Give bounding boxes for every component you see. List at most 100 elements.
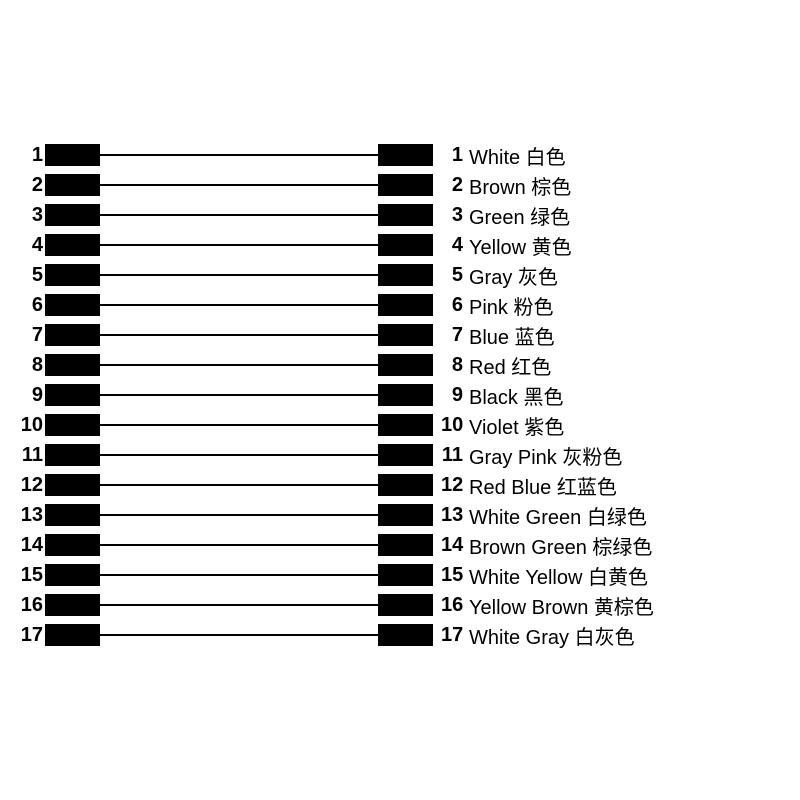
wire-color-label: White Gray 白灰色 — [463, 621, 635, 650]
wire-line — [100, 304, 378, 306]
wire-color-label: Gray 灰色 — [463, 261, 558, 290]
wire-line — [100, 214, 378, 216]
wire-line — [100, 364, 378, 366]
pin-number-left: 6 — [15, 294, 45, 317]
wire-color-label: Red 红色 — [463, 351, 551, 380]
pin-number-right: 10 — [433, 414, 463, 437]
terminal-left — [45, 474, 100, 496]
wire-color-label: Pink 粉色 — [463, 291, 553, 320]
pin-number-right: 6 — [433, 294, 463, 317]
wire-row: 77Blue 蓝色 — [15, 320, 785, 350]
pin-number-right: 1 — [433, 144, 463, 167]
wire-line — [100, 634, 378, 636]
terminal-left — [45, 234, 100, 256]
pin-number-left: 11 — [15, 444, 45, 467]
pin-number-left: 9 — [15, 384, 45, 407]
wire-color-label: Brown Green 棕绿色 — [463, 531, 652, 560]
wire-color-label: Blue 蓝色 — [463, 321, 555, 350]
pin-number-right: 5 — [433, 264, 463, 287]
pin-number-left: 7 — [15, 324, 45, 347]
terminal-left — [45, 144, 100, 166]
terminal-right — [378, 294, 433, 316]
pin-number-right: 8 — [433, 354, 463, 377]
pin-number-left: 14 — [15, 534, 45, 557]
pin-number-right: 14 — [433, 534, 463, 557]
wire-row: 1717White Gray 白灰色 — [15, 620, 785, 650]
terminal-right — [378, 384, 433, 406]
terminal-right — [378, 444, 433, 466]
terminal-right — [378, 144, 433, 166]
pin-number-left: 2 — [15, 174, 45, 197]
terminal-right — [378, 204, 433, 226]
terminal-right — [378, 174, 433, 196]
pin-number-left: 8 — [15, 354, 45, 377]
pin-number-right: 12 — [433, 474, 463, 497]
wire-line — [100, 484, 378, 486]
wire-row: 44Yellow 黄色 — [15, 230, 785, 260]
pin-number-right: 2 — [433, 174, 463, 197]
terminal-left — [45, 414, 100, 436]
wire-row: 99Black 黑色 — [15, 380, 785, 410]
wire-row: 1010Violet 紫色 — [15, 410, 785, 440]
wire-color-label: Green 绿色 — [463, 201, 570, 230]
pin-number-right: 13 — [433, 504, 463, 527]
terminal-right — [378, 624, 433, 646]
terminal-right — [378, 594, 433, 616]
wire-color-label: Red Blue 红蓝色 — [463, 471, 617, 500]
pin-number-right: 17 — [433, 624, 463, 647]
wire-row: 66Pink 粉色 — [15, 290, 785, 320]
pin-number-right: 9 — [433, 384, 463, 407]
pin-number-left: 15 — [15, 564, 45, 587]
wire-row: 1414Brown Green 棕绿色 — [15, 530, 785, 560]
wire-row: 1111Gray Pink 灰粉色 — [15, 440, 785, 470]
wire-color-label: Gray Pink 灰粉色 — [463, 441, 622, 470]
terminal-right — [378, 354, 433, 376]
wire-row: 1313White Green 白绿色 — [15, 500, 785, 530]
wire-line — [100, 544, 378, 546]
wire-line — [100, 334, 378, 336]
pin-number-right: 15 — [433, 564, 463, 587]
terminal-right — [378, 234, 433, 256]
pin-number-left: 13 — [15, 504, 45, 527]
wire-line — [100, 574, 378, 576]
terminal-left — [45, 594, 100, 616]
wire-row: 22Brown 棕色 — [15, 170, 785, 200]
terminal-left — [45, 504, 100, 526]
pin-number-left: 10 — [15, 414, 45, 437]
terminal-right — [378, 414, 433, 436]
pin-number-left: 1 — [15, 144, 45, 167]
pin-number-right: 11 — [433, 444, 463, 467]
terminal-left — [45, 384, 100, 406]
terminal-left — [45, 204, 100, 226]
wire-color-label: Brown 棕色 — [463, 171, 571, 200]
terminal-right — [378, 474, 433, 496]
terminal-left — [45, 174, 100, 196]
wire-line — [100, 454, 378, 456]
terminal-left — [45, 324, 100, 346]
wire-line — [100, 424, 378, 426]
terminal-right — [378, 504, 433, 526]
wire-color-label: Yellow 黄色 — [463, 231, 572, 260]
wiring-diagram: 11White 白色22Brown 棕色33Green 绿色44Yellow 黄… — [15, 140, 785, 650]
pin-number-right: 7 — [433, 324, 463, 347]
wire-row: 88Red 红色 — [15, 350, 785, 380]
wire-line — [100, 604, 378, 606]
wire-line — [100, 184, 378, 186]
wire-row: 1515White Yellow 白黄色 — [15, 560, 785, 590]
wire-line — [100, 394, 378, 396]
wire-row: 33Green 绿色 — [15, 200, 785, 230]
terminal-left — [45, 294, 100, 316]
wire-color-label: Yellow Brown 黄棕色 — [463, 591, 654, 620]
pin-number-right: 16 — [433, 594, 463, 617]
pin-number-left: 5 — [15, 264, 45, 287]
terminal-left — [45, 564, 100, 586]
terminal-left — [45, 354, 100, 376]
wire-color-label: White Yellow 白黄色 — [463, 561, 648, 590]
terminal-right — [378, 534, 433, 556]
pin-number-left: 4 — [15, 234, 45, 257]
wire-line — [100, 154, 378, 156]
wire-row: 1212Red Blue 红蓝色 — [15, 470, 785, 500]
terminal-right — [378, 264, 433, 286]
terminal-left — [45, 534, 100, 556]
wire-row: 1616Yellow Brown 黄棕色 — [15, 590, 785, 620]
